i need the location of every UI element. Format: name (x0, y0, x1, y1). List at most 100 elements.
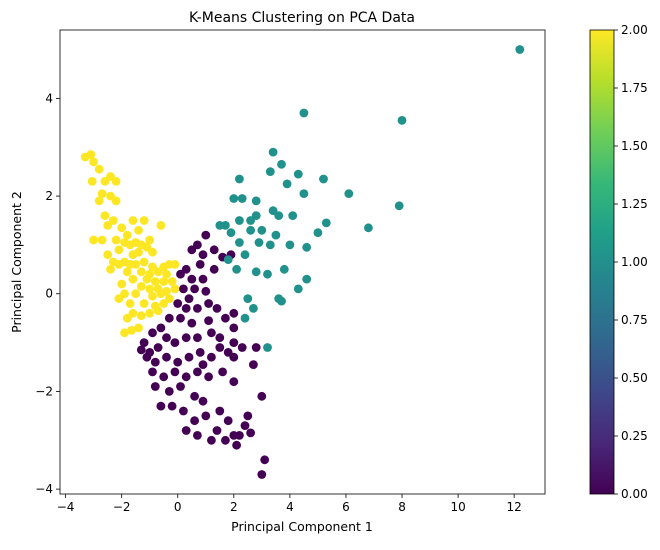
data-point (86, 150, 96, 159)
data-point (190, 284, 200, 294)
data-point (243, 411, 253, 421)
data-point (212, 304, 222, 313)
data-point (184, 352, 194, 362)
data-point (212, 426, 222, 435)
data-point (207, 352, 216, 362)
colorbar-tick-label: 2.00 (621, 23, 648, 37)
data-point (114, 245, 124, 255)
data-point (106, 264, 115, 274)
data-point (94, 196, 104, 206)
data-point (246, 216, 256, 225)
x-axis-label: Principal Component 1 (231, 519, 373, 534)
data-point (265, 167, 275, 177)
data-point (187, 274, 197, 284)
data-point (117, 279, 127, 289)
data-point (313, 228, 323, 238)
data-point (246, 225, 256, 235)
data-point (237, 194, 247, 203)
data-point (204, 316, 214, 325)
data-point (257, 225, 267, 235)
data-point (198, 274, 208, 284)
data-point (263, 269, 272, 279)
data-point (257, 391, 267, 401)
colorbar-gradient (590, 30, 614, 494)
data-point (97, 235, 107, 245)
data-point (235, 238, 244, 247)
colorbar: 0.00 0.25 0.50 0.75 1.00 1.25 1.50 1.75 2.00 (589, 23, 648, 501)
data-point (218, 367, 228, 377)
data-point (125, 299, 135, 308)
data-point (170, 260, 180, 269)
data-point (198, 250, 208, 260)
data-point (293, 284, 303, 294)
data-point (299, 108, 309, 118)
data-point (111, 196, 121, 206)
data-point (198, 396, 208, 406)
data-point (226, 228, 236, 238)
data-point (170, 284, 180, 294)
data-point (207, 328, 216, 338)
data-point (240, 421, 250, 430)
data-point (215, 221, 225, 230)
data-point (136, 267, 146, 277)
data-point (285, 240, 295, 250)
data-point (265, 240, 275, 250)
data-point (229, 323, 239, 333)
y-tick-label: −4 (35, 482, 53, 496)
data-point (145, 308, 155, 318)
colorbar-tick-label: 1.50 (621, 139, 648, 153)
data-point (150, 277, 160, 286)
plot-frame (59, 29, 546, 495)
data-point (251, 196, 261, 206)
data-point (148, 247, 157, 257)
data-point (193, 304, 202, 313)
data-point (193, 240, 202, 250)
x-tick-label: 10 (450, 500, 465, 514)
data-point (299, 189, 309, 199)
data-point (277, 159, 286, 169)
data-point (232, 264, 242, 274)
data-point (271, 230, 281, 240)
data-point (221, 313, 230, 323)
data-point (145, 235, 155, 245)
data-point (193, 333, 202, 343)
scatter-points (80, 45, 525, 479)
data-point (232, 440, 242, 450)
data-point (190, 416, 200, 426)
data-point (136, 345, 146, 355)
data-point (254, 238, 264, 247)
data-point (193, 367, 202, 377)
data-point (117, 223, 127, 233)
data-point (201, 230, 211, 240)
data-point (131, 260, 141, 269)
data-point (162, 352, 171, 362)
y-tick-label: 4 (45, 91, 53, 105)
data-point (148, 367, 157, 377)
data-point (148, 328, 157, 338)
data-point (181, 426, 191, 435)
data-point (344, 189, 354, 199)
data-point (251, 343, 261, 352)
data-point (134, 225, 143, 235)
data-point (159, 277, 169, 286)
y-tick-label: 0 (45, 287, 53, 301)
data-point (153, 306, 163, 316)
data-point (153, 343, 163, 352)
data-point (235, 216, 244, 225)
x-tick-label: 6 (342, 500, 350, 514)
data-point (173, 299, 183, 308)
data-point (131, 289, 141, 299)
data-point (240, 250, 250, 260)
y-tick-label: −2 (35, 384, 53, 398)
data-point (293, 169, 303, 179)
data-point (221, 435, 230, 445)
x-tick-label: 12 (507, 500, 522, 514)
data-point (187, 318, 197, 328)
data-point (257, 470, 267, 479)
data-point (215, 406, 225, 416)
data-point (195, 348, 205, 357)
data-point (198, 360, 208, 369)
colorbar-tick-label: 0.25 (621, 429, 648, 443)
data-point (139, 257, 149, 267)
